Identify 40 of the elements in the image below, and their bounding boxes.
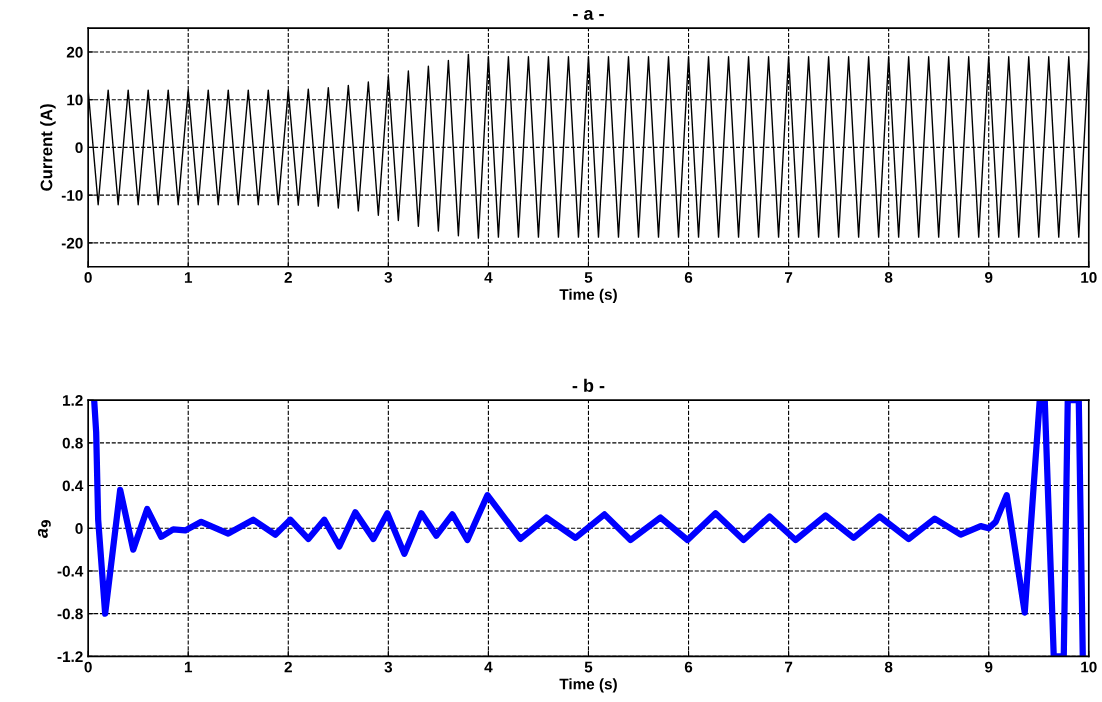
x-tick-label: 0 bbox=[84, 272, 92, 283]
x-tick-label: 8 bbox=[884, 661, 893, 673]
y-tick-label: 20 bbox=[66, 46, 83, 58]
x-tick-label: 6 bbox=[684, 272, 693, 283]
x-tick-label: 10 bbox=[1081, 272, 1097, 283]
y-tick-label: -10 bbox=[61, 190, 83, 201]
y-tick-label: 0.4 bbox=[62, 480, 84, 492]
x-tick-label: 0 bbox=[84, 661, 92, 673]
x-tick-label: 7 bbox=[785, 661, 793, 673]
y-tick-label: 0 bbox=[75, 523, 83, 534]
y-tick-label: -20 bbox=[61, 237, 83, 249]
x-tick-label: 1 bbox=[184, 661, 193, 673]
y-tick-label: 0.8 bbox=[62, 437, 83, 449]
y-tick-label: -1.2 bbox=[57, 651, 83, 662]
x-tick-label: 7 bbox=[785, 272, 793, 283]
x-tick-label: 2 bbox=[284, 661, 292, 673]
x-tick-label: 4 bbox=[484, 272, 493, 283]
x-tick-label: 10 bbox=[1081, 661, 1097, 673]
x-tick-label: 9 bbox=[985, 272, 993, 283]
y-tick-label: -0.4 bbox=[57, 565, 84, 577]
y-axis-title: a$_{9}$ bbox=[37, 519, 51, 539]
x-axis-title: Time (s) bbox=[559, 678, 617, 693]
x-tick-label: 3 bbox=[384, 272, 393, 283]
x-tick-label: 5 bbox=[584, 661, 593, 673]
x-tick-label: 5 bbox=[584, 272, 593, 283]
x-tick-label: 2 bbox=[284, 272, 292, 283]
chart-title: - b - bbox=[572, 378, 605, 392]
chart-title: - a - bbox=[573, 10, 604, 20]
y-tick-label: 1.2 bbox=[63, 395, 83, 406]
x-tick-label: 9 bbox=[985, 661, 993, 673]
x-tick-label: 3 bbox=[384, 661, 393, 673]
y-tick-label: 10 bbox=[67, 94, 83, 106]
x-tick-label: 1 bbox=[184, 272, 193, 283]
y-tick-label: 0 bbox=[75, 142, 83, 154]
x-tick-label: 6 bbox=[684, 661, 693, 673]
y-axis-title: Current (A) bbox=[40, 104, 56, 191]
y-tick-label: -0.8 bbox=[57, 608, 83, 620]
x-tick-label: 4 bbox=[484, 661, 493, 673]
x-tick-label: 8 bbox=[884, 272, 893, 283]
x-axis-title: Time (s) bbox=[559, 288, 617, 303]
